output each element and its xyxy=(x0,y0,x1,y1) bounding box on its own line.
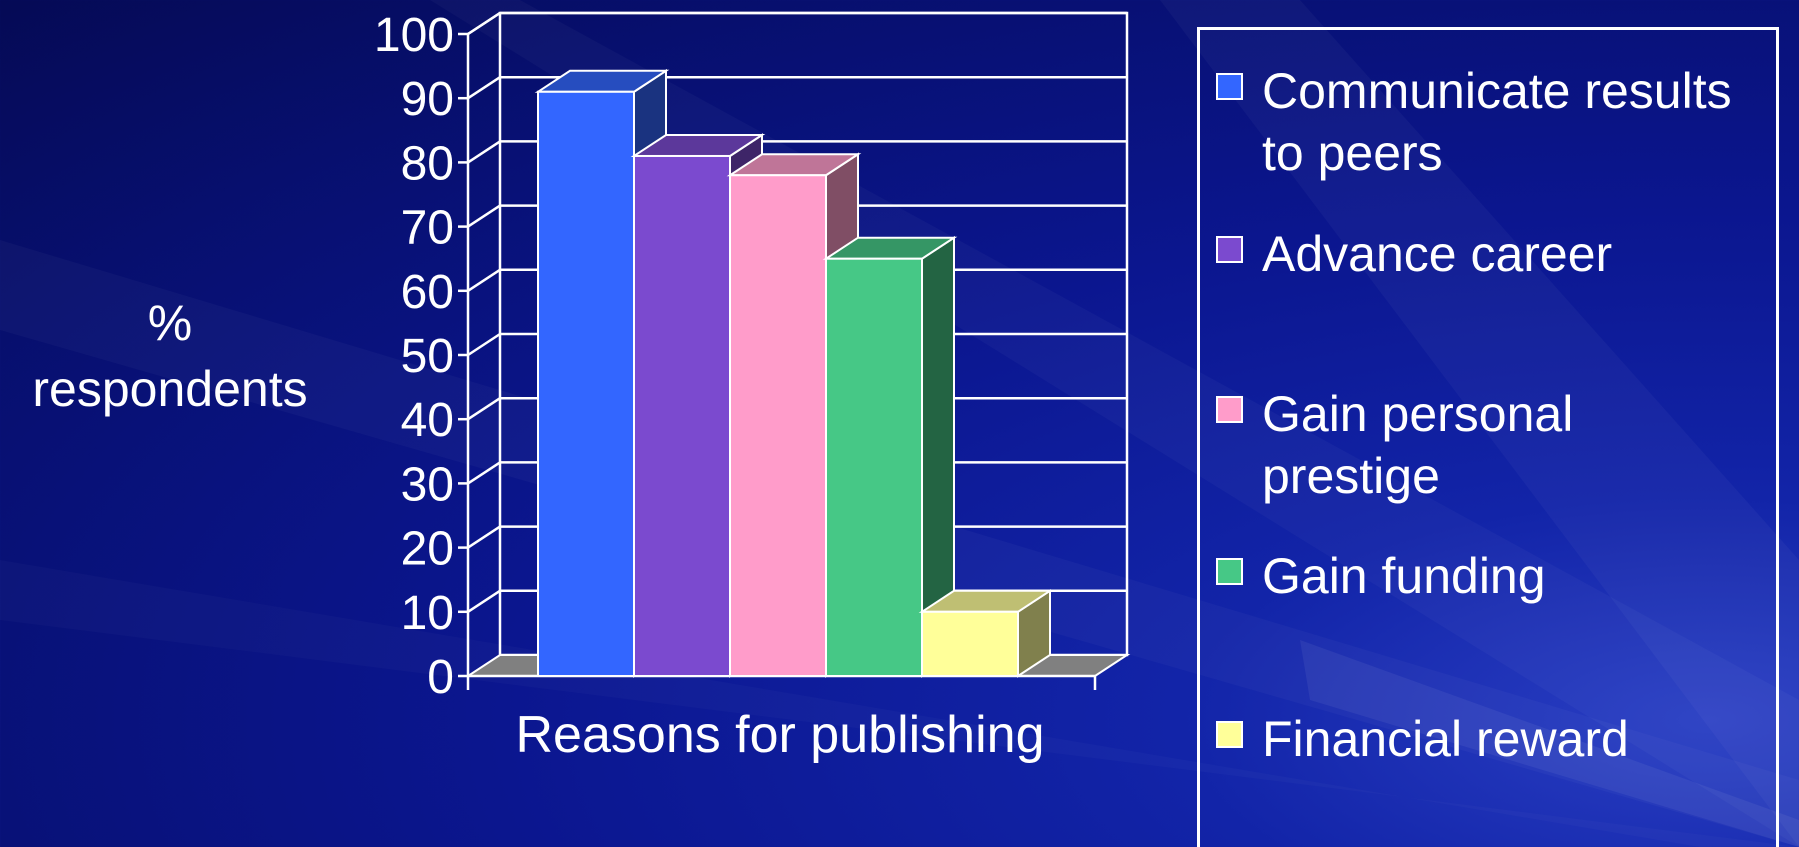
y-tick-label: 70 xyxy=(401,202,454,255)
y-axis-tick-labels: 0 10 20 30 40 50 60 70 80 90 100 xyxy=(374,9,454,704)
gridline-side xyxy=(467,268,501,292)
y-tick-label: 40 xyxy=(401,394,454,447)
top-edge xyxy=(467,11,501,36)
y-axis-label-line-2: respondents xyxy=(32,361,308,417)
bar-gain-funding xyxy=(825,257,923,677)
gridline-side xyxy=(467,332,501,357)
gridline-side xyxy=(467,589,501,613)
chart-bars xyxy=(534,68,1054,678)
legend-swatch-gain-funding xyxy=(1216,558,1243,585)
gridline-side xyxy=(467,204,501,228)
legend-swatch-communicate-results xyxy=(1216,73,1243,100)
legend-swatch-advance-career xyxy=(1216,236,1243,263)
y-tick-label: 80 xyxy=(401,137,454,190)
legend-label-gain-funding: Gain funding xyxy=(1262,548,1546,604)
chart-legend: Communicate results to peers Advance car… xyxy=(1197,27,1779,847)
legend-swatch-gain-personal-prestige xyxy=(1216,396,1243,423)
legend-label-advance-career: Advance career xyxy=(1262,226,1613,282)
y-tick-label: 0 xyxy=(427,651,454,704)
y-tick-label: 30 xyxy=(401,458,454,511)
x-axis-label: Reasons for publishing xyxy=(515,706,1045,764)
y-axis-label-line-1: % xyxy=(147,295,193,351)
legend-swatch-financial-reward xyxy=(1216,721,1243,748)
y-tick-label: 20 xyxy=(401,523,454,576)
legend-label-gain-personal-prestige: Gain personal prestige xyxy=(1262,386,1574,504)
bar-communicate-results-to-peers xyxy=(537,90,635,677)
gridline-side xyxy=(467,140,501,164)
gridline-side xyxy=(467,461,501,485)
y-tick-label: 50 xyxy=(401,330,454,383)
y-axis-label: % respondents xyxy=(0,290,340,422)
legend-label-communicate-results: Communicate results to peers xyxy=(1262,63,1732,181)
bar-gain-personal-prestige xyxy=(729,174,827,678)
gridline-side xyxy=(467,76,501,100)
bar-financial-reward xyxy=(921,610,1019,677)
bar-advance-career xyxy=(633,154,731,678)
gridline-side xyxy=(467,397,501,421)
y-tick-label: 90 xyxy=(401,73,454,126)
gridline-side xyxy=(467,525,501,549)
y-tick-label: 60 xyxy=(401,266,454,319)
legend-label-financial-reward: Financial reward xyxy=(1262,711,1629,767)
y-tick-label: 10 xyxy=(401,587,454,640)
y-tick-label: 100 xyxy=(374,9,454,62)
